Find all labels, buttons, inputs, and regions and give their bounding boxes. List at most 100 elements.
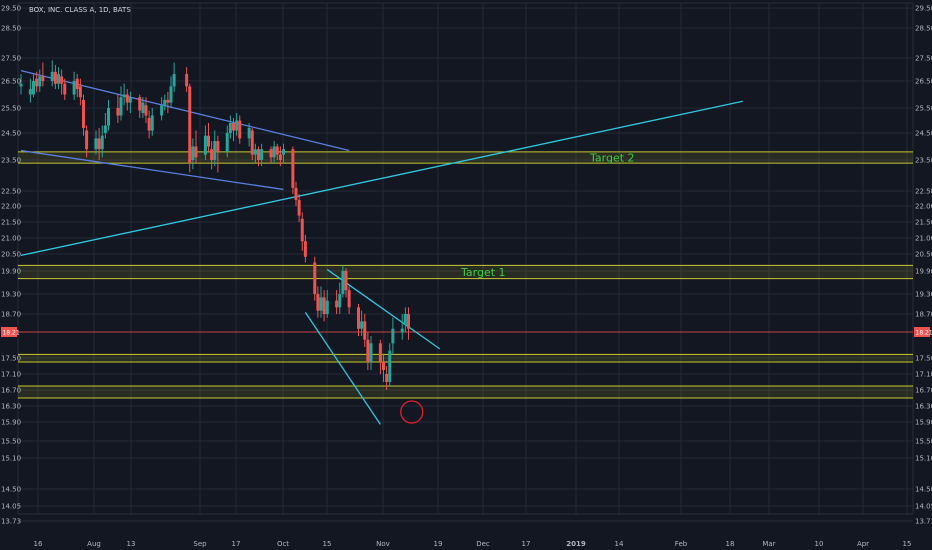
candle-body	[297, 200, 301, 216]
candle	[360, 310, 364, 337]
candle	[369, 336, 373, 370]
candle-body	[238, 120, 242, 139]
trendline[interactable]	[20, 100, 744, 257]
candle-body	[28, 89, 32, 95]
candle-body	[119, 97, 123, 116]
candle-body	[291, 149, 295, 188]
trendlines	[20, 70, 744, 425]
candle	[232, 118, 235, 142]
candle	[57, 67, 60, 90]
candle-body	[382, 362, 385, 370]
candle	[35, 71, 39, 92]
candle	[228, 115, 232, 139]
y-tick-right: 23.50	[915, 157, 932, 165]
candle-body	[232, 123, 235, 131]
candle-body	[172, 74, 176, 87]
x-tick: 2019	[566, 540, 586, 548]
trendline[interactable]	[20, 149, 284, 191]
candle	[313, 256, 317, 301]
candle	[50, 60, 54, 87]
candle	[297, 194, 301, 222]
candle-body	[166, 99, 170, 103]
candle	[213, 130, 217, 167]
candle-body	[72, 81, 76, 95]
candle-body	[338, 294, 342, 308]
candle	[94, 130, 98, 155]
candle	[169, 76, 173, 108]
candle	[163, 94, 167, 111]
y-tick-left: 29.50	[1, 5, 21, 13]
y-tick-left: 23.50	[1, 157, 21, 165]
candle-body	[38, 76, 42, 87]
candle	[38, 69, 42, 92]
x-tick: Mar	[762, 540, 775, 548]
candle	[294, 181, 298, 206]
candle	[269, 146, 273, 164]
candle-body	[141, 102, 145, 113]
candle-body	[94, 138, 98, 150]
y-tick-right: 16.30	[915, 403, 932, 411]
candle	[172, 62, 176, 92]
candle	[194, 130, 198, 164]
y-tick-right: 15.90	[915, 419, 932, 427]
current-price-badge	[1, 327, 17, 337]
candle	[403, 307, 407, 333]
y-tick-left: 17.10	[1, 371, 21, 379]
y-tick-left: 21.50	[1, 219, 21, 227]
candle-body	[322, 297, 326, 314]
candle-body	[325, 300, 329, 314]
candle	[97, 128, 101, 160]
candle	[28, 78, 32, 103]
candle-body	[60, 76, 64, 84]
candle	[322, 290, 326, 322]
candle-body	[407, 314, 410, 329]
candle-body	[300, 218, 304, 242]
candle	[225, 125, 229, 158]
candle	[391, 317, 395, 355]
y-tick-left: 16.30	[1, 403, 21, 411]
candle	[100, 125, 104, 158]
y-tick-right: 13.73	[915, 518, 932, 526]
candle-body	[75, 78, 79, 90]
y-tick-left: 28.50	[1, 25, 21, 33]
y-tick-left: 24.50	[1, 130, 21, 138]
candle	[141, 97, 145, 118]
candle	[63, 78, 67, 100]
candle	[325, 290, 329, 318]
candle	[303, 234, 307, 263]
x-tick: 15	[903, 540, 912, 548]
candle	[82, 94, 85, 136]
candle	[128, 91, 132, 113]
candle	[275, 143, 279, 160]
candle-body	[19, 83, 23, 87]
y-tick-right: 22.50	[915, 188, 932, 196]
y-tick-right: 18.70	[915, 311, 932, 319]
candle	[207, 123, 210, 152]
y-tick-left: 13.73	[1, 518, 21, 526]
x-tick: 14	[615, 540, 624, 548]
candle-body	[257, 149, 260, 160]
trendline[interactable]	[304, 311, 381, 425]
candle-body	[235, 120, 239, 131]
y-tick-left: 14.05	[1, 503, 21, 511]
candle	[238, 115, 242, 144]
candle	[85, 125, 89, 158]
candle-body	[391, 328, 395, 344]
candle-body	[360, 321, 364, 329]
x-tick: 13	[127, 540, 136, 548]
trendline[interactable]	[20, 70, 350, 152]
candle	[160, 97, 164, 121]
candle	[203, 125, 207, 160]
candle-body	[100, 135, 104, 150]
candle-body	[207, 135, 210, 147]
candle-body	[253, 149, 257, 155]
y-tick-right: 16.70	[915, 387, 932, 395]
annotations	[400, 400, 424, 424]
candle	[78, 78, 82, 106]
x-tick: 15	[323, 540, 332, 548]
x-tick: Sep	[193, 540, 207, 548]
candle-body	[210, 149, 214, 160]
y-tick-right: 15.50	[915, 438, 932, 446]
candle-body	[313, 262, 317, 294]
